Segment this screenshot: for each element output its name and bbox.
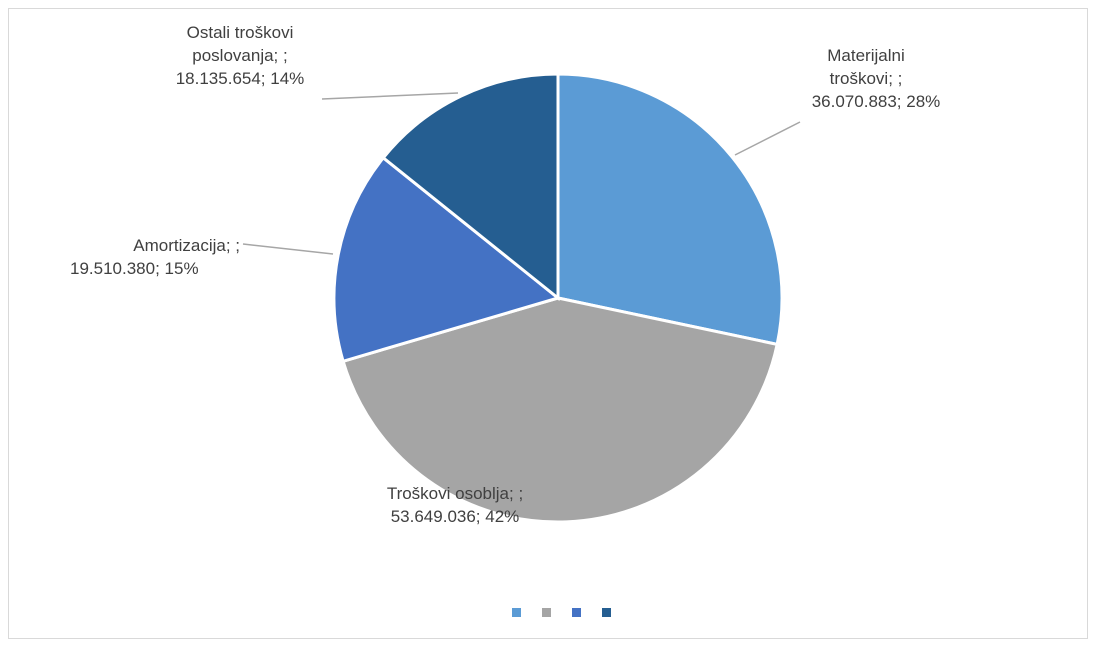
legend-swatch-3 bbox=[572, 608, 581, 617]
leader-line-ostali-troskovi bbox=[321, 92, 459, 100]
legend-swatch-2 bbox=[542, 608, 551, 617]
leader-line-amortizacija bbox=[242, 243, 334, 255]
slice-ostali-troskovi bbox=[381, 72, 560, 302]
data-label-amortizacija: Amortizacija; ; 19.510.380; 15% bbox=[70, 236, 240, 278]
legend bbox=[0, 600, 1096, 620]
leader-line-materijalni bbox=[734, 121, 801, 156]
data-label-materijalni: Materijalni troškovi; ; 36.070.883; 28% bbox=[811, 46, 941, 111]
legend-swatch-4 bbox=[602, 608, 611, 617]
data-label-ostali-troskovi: Ostali troškovi poslovanja; ; 18.135.654… bbox=[175, 23, 305, 88]
slice-materijalni bbox=[556, 72, 784, 347]
slice-amortizacija bbox=[332, 155, 562, 364]
legend-swatch-1 bbox=[512, 608, 521, 617]
data-label-troskovi-osoblja: Troškovi osoblja; ; 53.649.036; 42% bbox=[386, 484, 524, 526]
slice-troskovi-osoblja bbox=[341, 296, 779, 524]
